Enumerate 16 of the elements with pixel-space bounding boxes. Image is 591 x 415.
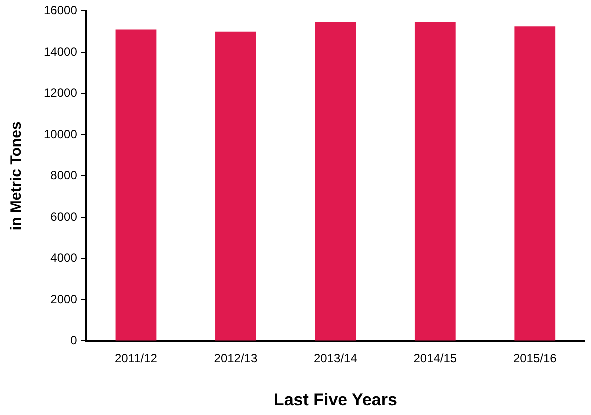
y-tick-label: 10000 (44, 127, 78, 142)
x-axis-title: Last Five Years (274, 390, 398, 410)
y-tick-label: 2000 (50, 292, 78, 306)
y-tick-label: 12000 (44, 86, 78, 100)
x-tick-label: 2011/12 (114, 352, 158, 366)
y-tick-label: 16000 (44, 4, 78, 18)
x-tick-label: 2012/13 (214, 352, 258, 366)
y-tick-label: 0 (70, 334, 78, 348)
x-tick-label: 2014/15 (414, 352, 458, 366)
x-tick-label: 2013/14 (314, 352, 358, 366)
y-tick-label: 8000 (50, 168, 78, 183)
y-tick-label: 14000 (44, 44, 78, 59)
y-axis-title: in Metric Tones (8, 122, 26, 231)
y-tick-label: 4000 (50, 251, 78, 266)
x-tick-label: 2015/16 (513, 352, 558, 366)
y-tick-label: 6000 (50, 210, 78, 224)
